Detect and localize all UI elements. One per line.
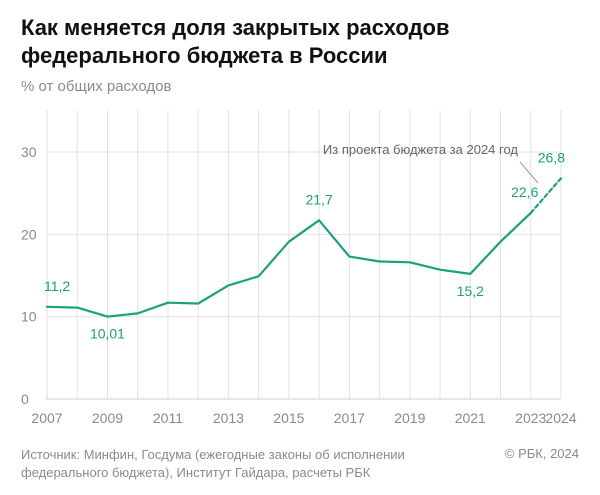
x-tick-label: 2021 (455, 410, 486, 426)
x-tick-label: 2009 (92, 410, 123, 426)
y-tick-label: 10 (21, 309, 37, 325)
x-tick-label: 2007 (31, 410, 62, 426)
data-label: 26,8 (538, 149, 565, 165)
series-layer (45, 177, 563, 318)
x-tick-label: 2013 (213, 410, 244, 426)
x-tick-label: 2019 (394, 410, 425, 426)
source-note: Источник: Минфин, Госдума (ежегодные зак… (21, 446, 405, 482)
data-label: 11,2 (44, 278, 70, 294)
y-tick-label: 20 (21, 226, 37, 242)
x-tick-label: 2011 (153, 410, 183, 426)
forecast-series-line (529, 177, 563, 214)
y-tick-label: 30 (21, 144, 37, 160)
chart-title: Как меняется доля закрытых расходов феде… (21, 14, 581, 70)
axis-layer: 0 10 20 30 2007 2009 2011 2013 2015 2017 2019 2021 2… (21, 144, 577, 426)
y-tick-label: 0 (21, 391, 29, 407)
grid-layer (46, 110, 562, 400)
copyright-credit: © РБК, 2024 (504, 446, 579, 461)
data-label: 22,6 (511, 184, 538, 200)
label-layer: 11,2 10,01 21,7 15,2 22,6 26,8 Из проекта бюдж… (44, 142, 565, 342)
x-tick-label: 2024 (545, 410, 576, 426)
actual-series-line (45, 211, 532, 318)
annotation-label: Из проекта бюджета за 2024 год (323, 142, 519, 157)
x-tick-label: 2017 (334, 410, 365, 426)
chart-subtitle: % от общих расходов (21, 78, 172, 95)
annotation-leader-line (519, 161, 539, 184)
source-line-2: федерального бюджета), Институт Гайдара,… (21, 465, 371, 480)
source-line-1: Источник: Минфин, Госдума (ежегодные зак… (21, 447, 405, 462)
data-label: 15,2 (457, 283, 484, 299)
x-tick-label: 2023 (515, 410, 546, 426)
data-label: 21,7 (305, 191, 332, 207)
data-label: 10,01 (90, 326, 125, 342)
x-tick-label: 2015 (273, 410, 304, 426)
title-line-2: федерального бюджета в России (21, 43, 388, 68)
title-line-1: Как меняется доля закрытых расходов (21, 15, 450, 40)
